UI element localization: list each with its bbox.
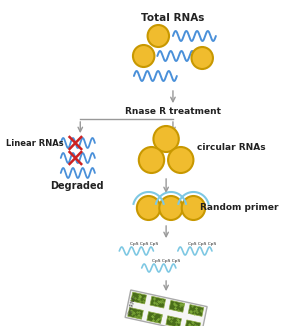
Text: Rnase R treatment: Rnase R treatment: [125, 108, 221, 116]
Circle shape: [139, 147, 164, 173]
Text: Degraded: Degraded: [50, 181, 104, 191]
Text: Total RNAs: Total RNAs: [141, 13, 205, 23]
Polygon shape: [166, 316, 182, 326]
Polygon shape: [147, 312, 162, 323]
Text: CpS CpS CpS: CpS CpS CpS: [152, 259, 180, 263]
Polygon shape: [128, 307, 143, 319]
Text: Random primer: Random primer: [200, 203, 278, 213]
Circle shape: [133, 45, 154, 67]
Text: Linear RNAs: Linear RNAs: [6, 139, 63, 147]
Polygon shape: [150, 296, 166, 308]
Text: CpS CpS CpS: CpS CpS CpS: [188, 242, 216, 246]
Circle shape: [182, 196, 205, 220]
Polygon shape: [185, 320, 201, 326]
Text: CpS CpS CpS: CpS CpS CpS: [130, 242, 158, 246]
Polygon shape: [188, 304, 204, 316]
Polygon shape: [169, 301, 185, 312]
Circle shape: [159, 196, 183, 220]
Circle shape: [137, 196, 160, 220]
Circle shape: [148, 25, 169, 47]
Circle shape: [153, 126, 179, 152]
Text: CircRNA: CircRNA: [128, 294, 137, 315]
Text: circular RNAs: circular RNAs: [197, 143, 266, 153]
Circle shape: [191, 47, 213, 69]
Polygon shape: [131, 292, 146, 304]
Circle shape: [168, 147, 193, 173]
Polygon shape: [125, 290, 207, 326]
